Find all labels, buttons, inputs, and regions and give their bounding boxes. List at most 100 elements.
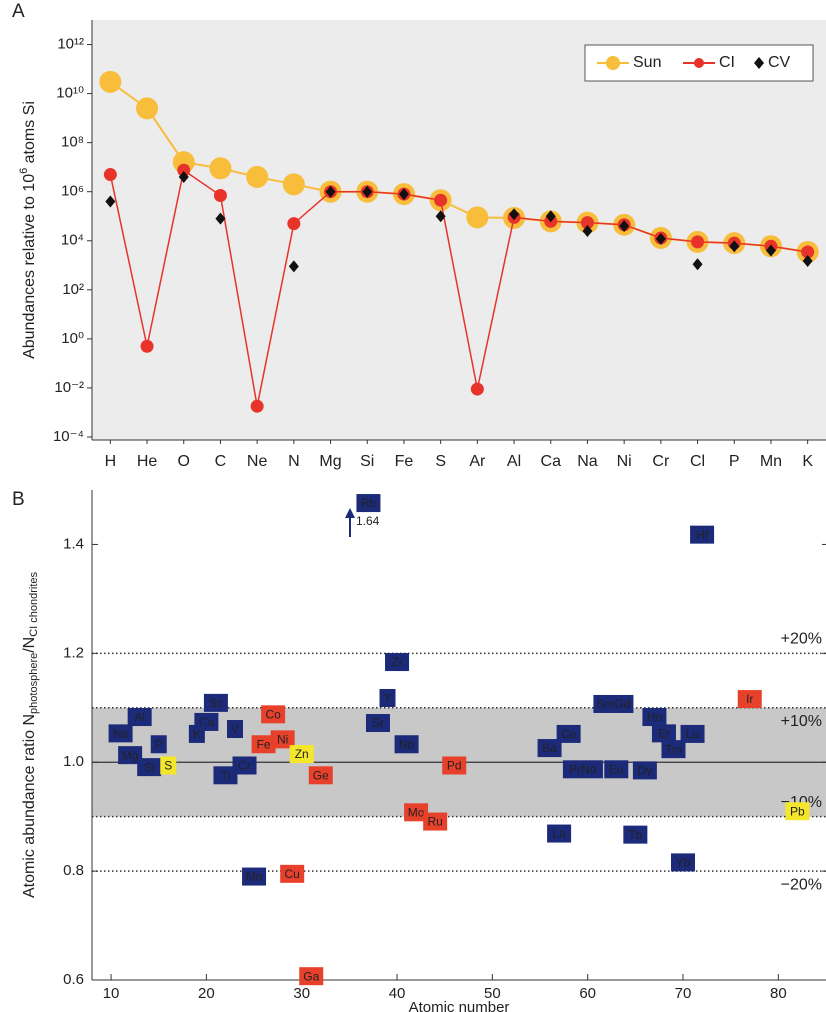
ci-marker [691, 235, 705, 249]
x-tick-label: 20 [198, 985, 215, 1002]
y-tick-label: 10⁰ [61, 330, 84, 347]
element-label: Ti [221, 768, 231, 782]
ci-marker [287, 217, 301, 231]
element-label: Ni [277, 733, 288, 747]
element-label: P [155, 737, 163, 751]
x-tick-label: Cr [652, 453, 670, 470]
element-label: Er [658, 727, 670, 741]
sun-marker [136, 97, 159, 120]
panel-b: +20%+10%−10%−20%0.60.81.01.21.4102030405… [21, 490, 826, 1012]
reference-label: +10% [781, 713, 822, 730]
element-box [604, 760, 629, 779]
element-label: Rb [361, 496, 377, 510]
element-label: Mn [246, 870, 263, 884]
element-label: S [164, 759, 172, 773]
element-label: Mo [408, 805, 425, 819]
element-label: Yb [676, 856, 691, 870]
panel-label: A [12, 1, 25, 22]
y-tick-label: 1.4 [63, 535, 84, 552]
element-box [394, 735, 419, 754]
element-box [270, 730, 295, 749]
element-label: Ce [561, 727, 577, 741]
element-label: Ru [427, 815, 442, 829]
element-label: Hf [696, 528, 709, 542]
element-box [251, 735, 276, 754]
y-tick-label: 10⁻⁴ [53, 428, 84, 445]
element-box [280, 864, 305, 883]
x-tick-label: Mg [319, 453, 341, 470]
axis-title-part: atoms Si [21, 101, 38, 168]
reference-label: +20% [781, 631, 822, 648]
element-box [404, 803, 429, 822]
panel-label: B [12, 489, 25, 510]
element-label: V [231, 722, 239, 736]
element-box [385, 653, 410, 672]
cv-marker [288, 260, 299, 273]
element-box [203, 693, 228, 712]
element-box [127, 708, 152, 727]
element-label: Zr [391, 655, 402, 669]
element-label: Dy [638, 764, 653, 778]
x-tick-label: Cl [690, 453, 705, 470]
y-tick-label: 10⁶ [61, 183, 84, 200]
element-box [785, 802, 810, 821]
element-label: Ge [313, 768, 329, 782]
ci-marker [580, 216, 594, 230]
cv-marker [509, 208, 520, 221]
element-label: K [193, 727, 201, 741]
element-box [547, 824, 572, 843]
cv-marker [765, 244, 776, 257]
element-label: Tm [665, 742, 682, 756]
element-box [365, 714, 390, 733]
x-tick-label: O [178, 453, 190, 470]
element-box [632, 761, 657, 780]
cv-marker [802, 254, 813, 267]
x-tick-label: H [105, 453, 117, 470]
element-box [642, 708, 667, 727]
x-tick-label: K [802, 453, 813, 470]
element-box [593, 694, 634, 713]
x-tick-label: 50 [484, 985, 501, 1002]
legend-label: Sun [633, 54, 661, 71]
x-tick-label: Al [507, 453, 521, 470]
element-box [232, 756, 257, 775]
element-box [562, 760, 603, 779]
axis-title-part: photosphere [28, 653, 40, 714]
x-tick-label: Ni [617, 453, 632, 470]
cv-marker [362, 185, 373, 198]
annotation-arrowhead [345, 508, 355, 518]
sun-marker [282, 173, 305, 196]
x-tick-label: Na [577, 453, 598, 470]
y-tick-label: 0.6 [63, 971, 84, 988]
element-box [623, 825, 648, 844]
x-tick-label: He [137, 453, 158, 470]
y-tick-label: 10² [62, 281, 84, 298]
element-label: Co [265, 707, 281, 721]
axis-title-part: /N [21, 637, 38, 653]
plot-background [92, 20, 826, 440]
ci-marker [177, 163, 191, 177]
element-box [160, 756, 177, 775]
axis-title-part: 6 [18, 168, 30, 174]
legend-marker [606, 56, 620, 70]
x-tick-label: S [435, 453, 446, 470]
cv-marker [325, 185, 336, 198]
element-label: Ga [303, 969, 319, 983]
element-label: Al [134, 710, 145, 724]
y-tick-label: 10¹⁰ [56, 85, 84, 102]
legend-marker [694, 58, 704, 68]
x-tick-label: P [729, 453, 740, 470]
reference-label: −20% [781, 876, 822, 893]
element-label: Zn [295, 747, 309, 761]
legend-label: CI [719, 54, 735, 71]
element-box [442, 756, 467, 775]
element-label: Nb [399, 737, 415, 751]
element-box [680, 724, 705, 743]
element-label: Fe [257, 737, 271, 751]
y-tick-label: 0.8 [63, 862, 84, 879]
element-label: Na [113, 727, 129, 741]
cv-marker [398, 188, 409, 201]
element-label: Y [383, 691, 391, 705]
